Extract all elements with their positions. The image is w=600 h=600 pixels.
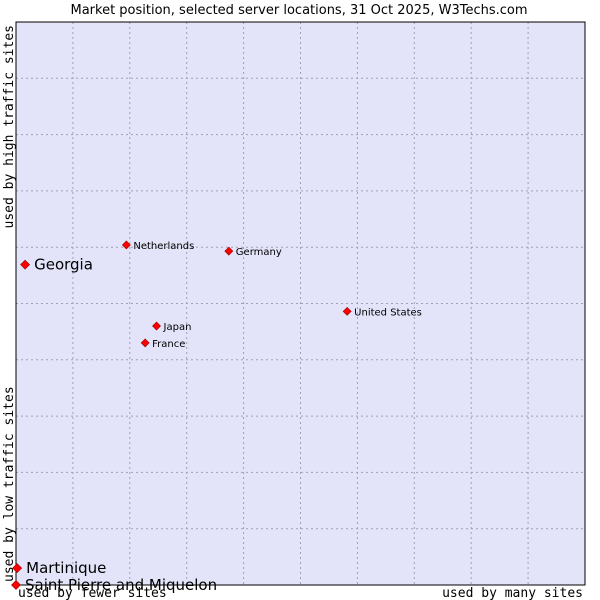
point-marker xyxy=(11,580,21,590)
data-points: Netherlands Germany Georgia United States Ja… xyxy=(11,240,422,594)
point-label: Netherlands xyxy=(133,241,194,252)
point-label: Germany xyxy=(236,247,282,258)
point-marker xyxy=(20,259,31,270)
point-germany: Germany xyxy=(224,246,282,258)
point-france: France xyxy=(140,338,185,350)
chart-title: Market position, selected server locatio… xyxy=(70,3,527,18)
point-marker xyxy=(224,246,234,256)
point-georgia: Georgia xyxy=(20,256,93,274)
point-netherlands: Netherlands xyxy=(121,240,194,252)
point-united-states: United States xyxy=(342,306,422,318)
point-marker xyxy=(342,306,352,316)
point-marker xyxy=(12,563,23,574)
point-marker xyxy=(121,240,131,250)
grid-lines xyxy=(16,22,585,585)
point-label: Saint Pierre and Miquelon xyxy=(25,576,217,594)
point-label: Georgia xyxy=(34,256,93,274)
point-marker xyxy=(140,338,150,348)
point-marker xyxy=(152,321,161,331)
point-label: France xyxy=(152,339,185,350)
plot-frame xyxy=(15,21,586,586)
point-japan: Japan xyxy=(152,321,192,333)
point-label: United States xyxy=(354,307,422,318)
point-martinique: Martinique xyxy=(12,559,106,577)
point-label: Japan xyxy=(163,322,192,333)
point-label: Martinique xyxy=(26,559,106,577)
y-axis-label-top: used by high traffic sites xyxy=(2,25,17,229)
y-axis-label-bottom: used by low traffic sites xyxy=(2,386,17,582)
point-saint-pierre-and-miquelon: Saint Pierre and Miquelon xyxy=(11,576,217,594)
x-axis-label-right: used by many sites xyxy=(442,586,583,600)
x-axis-label-left: used by fewer sites xyxy=(18,586,167,600)
